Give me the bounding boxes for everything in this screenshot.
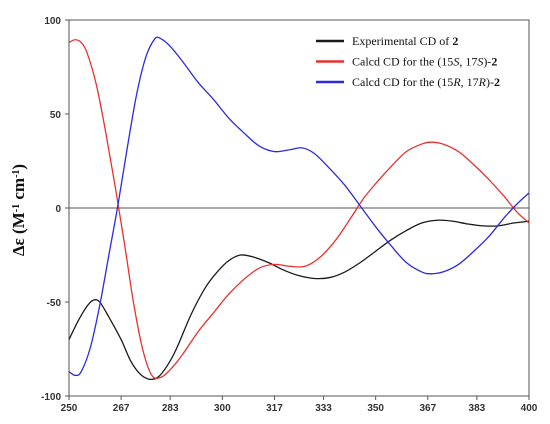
x-tick-label: 333 — [315, 403, 332, 414]
y-label-text: Δε (M — [9, 212, 28, 256]
legend-text-part: Calcd CD for the (15 — [352, 55, 453, 69]
x-tick-label: 267 — [113, 403, 130, 414]
y-tick-label: -50 — [47, 298, 62, 309]
experimental-cd-line — [69, 219, 529, 381]
y-label-sup: -1 — [11, 204, 22, 212]
legend-text-bold: 2 — [494, 75, 500, 89]
legend-text-part: , 17 — [461, 75, 479, 89]
legend-text-italic: R — [452, 75, 461, 89]
x-tick-label: 250 — [61, 403, 78, 414]
y-label-sup: -1 — [11, 170, 22, 178]
legend-text-part: Calcd CD for the (15 — [352, 75, 453, 89]
legend-15s17s-label: Calcd CD for the (15S, 17S)-2 — [352, 55, 497, 69]
legend-text-italic: S — [453, 55, 459, 69]
calcd-15r17r-line — [69, 36, 529, 377]
y-tick-label: 100 — [44, 16, 61, 27]
legend-text-part: Experimental CD of — [352, 34, 452, 48]
x-tick-label: 350 — [367, 403, 384, 414]
legend-text-bold: 2 — [491, 55, 497, 69]
legend-text-bold: 2 — [452, 34, 458, 48]
x-tick-label: 367 — [419, 403, 436, 414]
x-tick-label: 283 — [162, 403, 179, 414]
y-label-text: ) — [9, 164, 28, 170]
legend-text-italic: R — [478, 75, 487, 89]
legend-15r17r-label: Calcd CD for the (15R, 17R)-2 — [352, 75, 500, 89]
y-tick-label: 50 — [50, 110, 62, 121]
x-tick-label: 317 — [266, 403, 283, 414]
x-tick-label: 383 — [469, 403, 486, 414]
legend-text-part: , 17 — [459, 55, 477, 69]
y-tick-label: 0 — [55, 204, 61, 215]
legend-text-part: )- — [483, 55, 491, 69]
calcd-15s17s-line — [69, 39, 529, 380]
legend-experimental-label: Experimental CD of 2 — [352, 34, 458, 48]
y-label-text: cm — [9, 178, 28, 204]
series-lines — [69, 36, 529, 381]
x-tick-label: 400 — [521, 403, 538, 414]
x-tick-label: 300 — [214, 403, 231, 414]
y-tick-label: -100 — [41, 392, 61, 403]
legend-text-part: )- — [486, 75, 494, 89]
y-axis-label: Δε (M-1 cm-1) — [9, 164, 28, 256]
legend-text-italic: S — [477, 55, 483, 69]
